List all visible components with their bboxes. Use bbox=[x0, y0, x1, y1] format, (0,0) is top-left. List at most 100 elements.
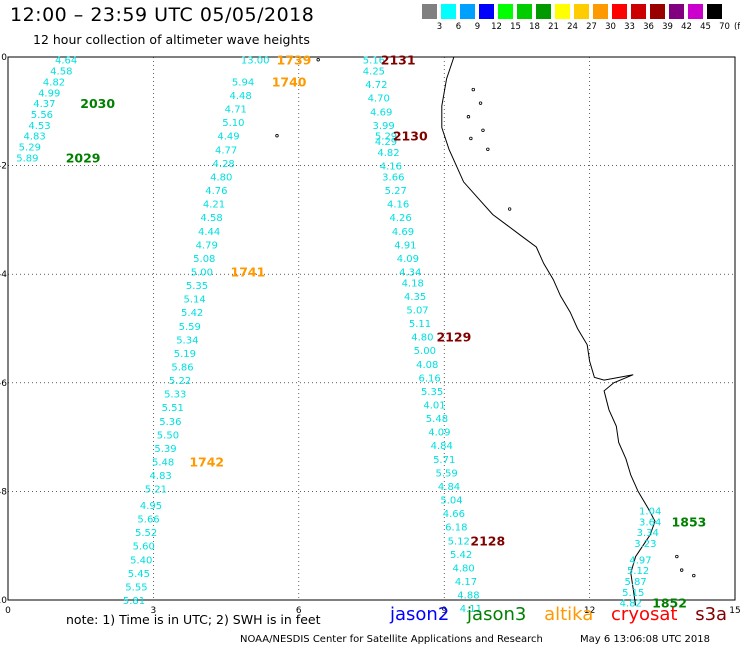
color-scale-unit: (ft) bbox=[734, 22, 740, 32]
color-swatch-label: 42 bbox=[681, 22, 692, 32]
wave-height-value: 4.91 bbox=[394, 240, 416, 251]
legend-s3a: s3a bbox=[695, 604, 728, 625]
wave-height-value: 5.55 bbox=[125, 582, 147, 593]
wave-height-value: 5.16 bbox=[363, 56, 385, 67]
wave-height-value: 5.59 bbox=[435, 468, 457, 479]
wave-height-value: 4.83 bbox=[24, 132, 46, 143]
map-frame bbox=[7, 56, 736, 601]
pass-time-label: 1740 bbox=[272, 74, 307, 89]
color-swatch-label: 3 bbox=[436, 22, 443, 32]
wave-height-value: 4.48 bbox=[230, 91, 252, 102]
wave-height-value: 4.26 bbox=[389, 213, 411, 224]
wave-height-value: 4.28 bbox=[213, 159, 235, 170]
generated-timestamp: May 6 13:06:08 UTC 2018 bbox=[580, 634, 710, 645]
color-swatch-label: 15 bbox=[510, 22, 521, 32]
wave-height-value: 4.08 bbox=[416, 360, 438, 371]
wave-height-value: 4.58 bbox=[50, 67, 72, 78]
color-swatch bbox=[479, 4, 494, 19]
wave-height-value: 4.21 bbox=[203, 200, 225, 211]
color-swatch bbox=[555, 4, 570, 19]
color-swatch-label: 21 bbox=[548, 22, 559, 32]
wave-height-value: 5.14 bbox=[183, 295, 205, 306]
wave-height-value: 5.48 bbox=[426, 414, 448, 425]
wave-height-value: 5.12 bbox=[448, 536, 470, 547]
color-swatch-label: 33 bbox=[624, 22, 635, 32]
pass-time-label: 2130 bbox=[393, 129, 428, 144]
y-tick-label: 0 bbox=[1, 53, 7, 63]
wave-height-value: 4.77 bbox=[215, 145, 237, 156]
wave-height-value: 5.71 bbox=[433, 455, 455, 466]
islands bbox=[275, 58, 696, 578]
wave-height-value: 4.83 bbox=[150, 471, 172, 482]
wave-height-value: 5.08 bbox=[193, 254, 215, 265]
wave-height-value: 5.10 bbox=[222, 118, 244, 129]
wave-height-value: 4.72 bbox=[365, 80, 387, 91]
wave-height-value: 5.56 bbox=[31, 110, 53, 121]
color-swatch bbox=[536, 4, 551, 19]
color-swatch bbox=[574, 4, 589, 19]
color-swatch bbox=[593, 4, 608, 19]
wave-height-value: 4.95 bbox=[140, 501, 162, 512]
y-tick-label: -6 bbox=[0, 379, 7, 389]
pass-time-label: 1742 bbox=[189, 455, 224, 470]
island bbox=[679, 568, 684, 572]
wave-height-value: 4.70 bbox=[368, 94, 390, 105]
wave-height-value: 4.80 bbox=[452, 563, 474, 574]
wave-height-value: 5.36 bbox=[159, 417, 181, 428]
wave-height-value: 4.17 bbox=[455, 577, 477, 588]
wave-height-value: 4.64 bbox=[55, 56, 77, 67]
pass-time-label: 2030 bbox=[80, 96, 115, 111]
island bbox=[507, 207, 512, 211]
island bbox=[469, 136, 473, 141]
wave-height-value: 5.39 bbox=[154, 444, 176, 455]
x-tick-label: 12 bbox=[584, 606, 595, 616]
pass-time-label: 1853 bbox=[672, 514, 707, 529]
wave-height-value: 5.60 bbox=[133, 542, 155, 553]
wave-height-value: 5.40 bbox=[130, 555, 152, 566]
wave-height-value: 4.80 bbox=[411, 333, 433, 344]
wave-height-value: 4.09 bbox=[397, 254, 419, 265]
wave-height-value: 5.35 bbox=[421, 387, 443, 398]
wave-height-value: 5.27 bbox=[385, 186, 407, 197]
pass-time-label: 2129 bbox=[436, 330, 471, 345]
color-swatch-label: 27 bbox=[586, 22, 597, 32]
color-swatch bbox=[441, 4, 456, 19]
wave-height-value: 4.69 bbox=[392, 227, 414, 238]
legend-cryosat: cryosat bbox=[611, 604, 678, 625]
track-jason3: 4.644.584.824.994.375.564.534.835.295.89… bbox=[16, 56, 115, 166]
wave-height-value: 5.42 bbox=[181, 308, 203, 319]
color-swatch-label: 45 bbox=[700, 22, 711, 32]
wave-height-value: 4.18 bbox=[402, 278, 424, 289]
satellite-tracks: 4.644.584.824.994.375.564.534.835.295.89… bbox=[16, 53, 706, 615]
wave-height-value: 3.66 bbox=[382, 172, 404, 183]
wave-height-value: 5.34 bbox=[176, 335, 198, 346]
wave-height-value: 4.34 bbox=[399, 267, 421, 278]
wave-height-value: 4.49 bbox=[217, 132, 239, 143]
wave-height-value: 13.00 bbox=[241, 56, 270, 67]
pass-time-label: 2128 bbox=[470, 533, 505, 548]
color-swatch bbox=[688, 4, 703, 19]
wave-height-value: 5.48 bbox=[152, 458, 174, 469]
wave-height-value: 4.84 bbox=[431, 441, 453, 452]
y-tick-label: -4 bbox=[0, 270, 7, 280]
color-swatch bbox=[650, 4, 665, 19]
pass-time-label: 1741 bbox=[231, 264, 266, 279]
wave-height-value: 1.04 bbox=[639, 506, 661, 517]
wave-height-value: 4.97 bbox=[629, 555, 651, 566]
map-title: 12:00 – 23:59 UTC 05/05/2018 bbox=[10, 4, 315, 26]
wave-height-value: 4.82 bbox=[377, 148, 399, 159]
color-swatch bbox=[422, 4, 437, 19]
map-subtitle: 12 hour collection of altimeter wave hei… bbox=[33, 32, 310, 47]
legend-jason3: jason3 bbox=[467, 604, 527, 625]
wave-height-value: 5.50 bbox=[157, 430, 179, 441]
wave-height-value: 5.52 bbox=[135, 528, 157, 539]
wave-height-value: 5.22 bbox=[169, 376, 191, 387]
color-swatch-label: 24 bbox=[567, 22, 578, 32]
legend-altika: altika bbox=[544, 604, 594, 625]
wave-height-value: 4.99 bbox=[38, 88, 60, 99]
wave-height-value: 4.53 bbox=[28, 121, 50, 132]
color-swatch-label: 9 bbox=[474, 22, 481, 32]
wave-height-value: 3.99 bbox=[372, 121, 394, 132]
wave-height-value: 4.16 bbox=[387, 200, 409, 211]
